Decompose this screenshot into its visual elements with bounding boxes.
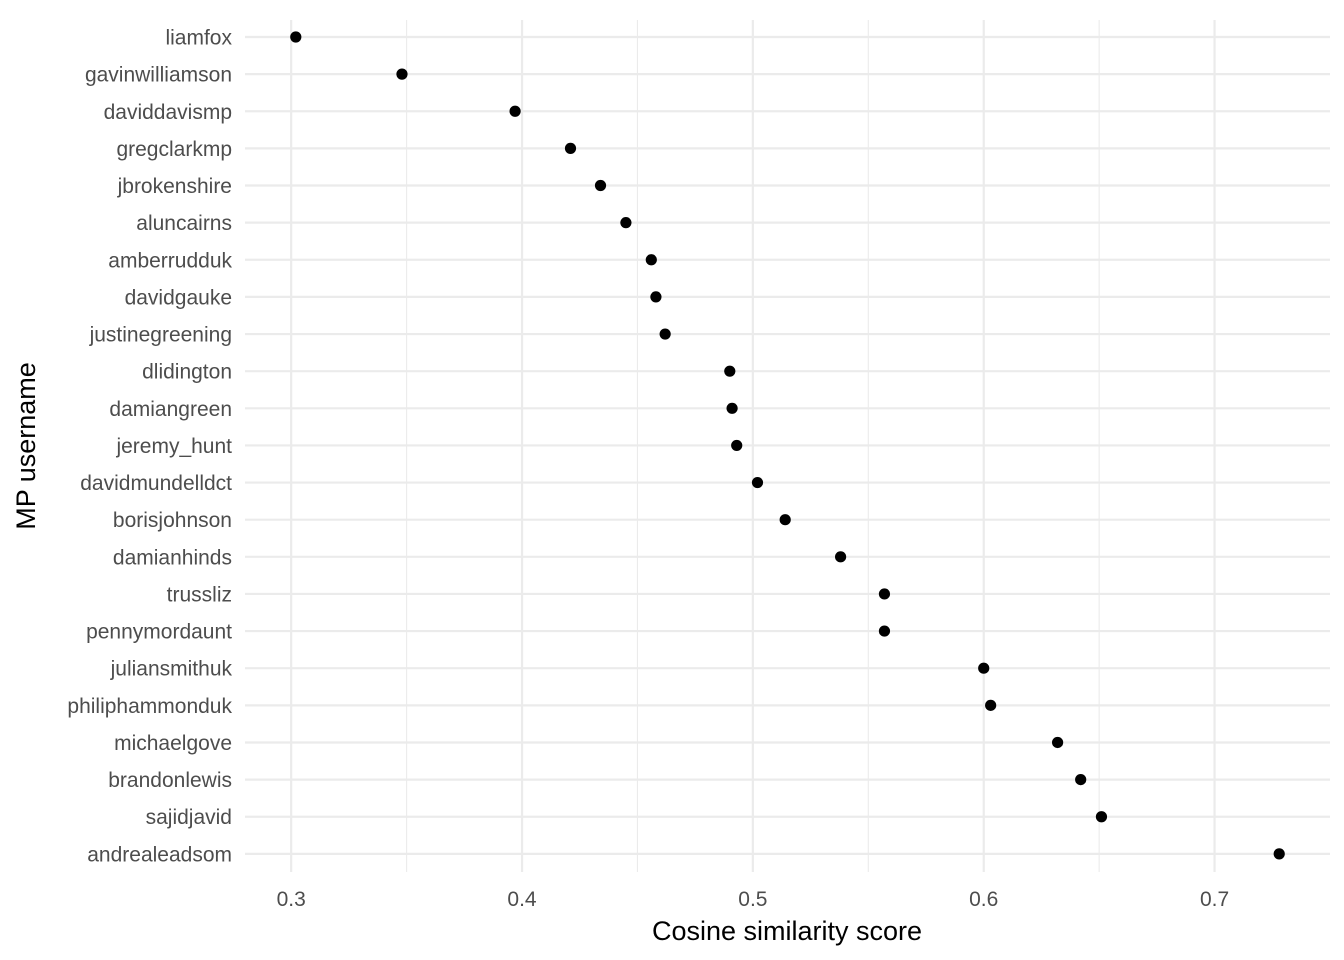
data-point-michaelgove [1051, 736, 1064, 749]
data-point-borisjohnson [779, 514, 791, 526]
data-point-andrealeadsom [1273, 848, 1285, 860]
y-tick-label: jbrokenshire [117, 175, 232, 198]
y-tick-label: aluncairns [136, 212, 232, 235]
y-tick-label: andrealeadsom [87, 843, 232, 866]
data-point-amberrudduk [645, 254, 657, 266]
data-point-gregclarkmp [564, 142, 577, 154]
x-axis-tick-labels: 0.3 0.4 0.5 0.6 0.7 [277, 888, 1230, 911]
x-tick-label: 0.4 [507, 888, 537, 911]
y-tick-label: dlidington [142, 361, 232, 384]
y-tick-label: philiphammonduk [67, 695, 232, 718]
x-tick-label: 0.3 [277, 888, 306, 911]
data-point-damianhinds [834, 551, 847, 563]
data-point-aluncairns [620, 217, 632, 229]
y-tick-label: justinegreening [89, 324, 232, 347]
data-point-damiangreen [726, 402, 738, 414]
y-tick-label: daviddavismp [104, 101, 232, 124]
x-tick-label: 0.7 [1200, 888, 1229, 911]
x-tick-label: 0.5 [738, 888, 767, 911]
y-tick-label: trussliz [167, 583, 232, 606]
data-point-gavinwilliamson [396, 68, 408, 80]
data-point-liamfox [290, 31, 302, 43]
data-point-davidgauke [650, 291, 662, 303]
data-point-jbrokenshire [594, 179, 607, 192]
y-tick-label: michaelgove [114, 732, 232, 755]
y-tick-label: damianhinds [113, 546, 232, 569]
y-tick-label: sajidjavid [146, 806, 232, 829]
y-tick-label: davidmundelldct [80, 472, 232, 495]
y-tick-label: amberrudduk [108, 249, 232, 272]
data-point-pennymordaunt [878, 625, 891, 637]
grid-lines [245, 20, 1330, 872]
data-points [290, 31, 1285, 860]
y-tick-label: pennymordaunt [86, 621, 232, 644]
y-tick-label: damiangreen [109, 398, 232, 421]
y-tick-label: davidgauke [125, 286, 232, 309]
data-point-daviddavismp [509, 105, 521, 117]
data-point-sajidjavid [1095, 811, 1108, 823]
data-point-justinegreening [659, 328, 671, 340]
y-tick-label: brandonlewis [108, 769, 232, 792]
y-tick-label: liamfox [165, 27, 232, 50]
y-tick-label: gavinwilliamson [85, 64, 232, 87]
y-tick-label: gregclarkmp [116, 138, 232, 161]
y-tick-label: borisjohnson [113, 509, 232, 532]
data-point-juliansmithuk [978, 662, 990, 674]
x-tick-label: 0.6 [969, 888, 998, 911]
y-axis-tick-labels: liamfox gavinwilliamson daviddavismp gregcl… [67, 27, 232, 867]
x-axis-title: Cosine similarity score [652, 916, 922, 946]
data-point-philiphammonduk [985, 699, 997, 711]
data-point-davidmundelldct [751, 476, 764, 489]
data-point-dlidington [724, 365, 736, 377]
data-point-trussliz [878, 588, 891, 600]
y-axis-title: MP username [11, 362, 41, 530]
data-point-brandonlewis [1075, 774, 1087, 786]
y-tick-label: jeremy_hunt [115, 435, 232, 458]
y-tick-label: juliansmithuk [110, 658, 233, 681]
data-point-jeremy_hunt [731, 439, 743, 452]
